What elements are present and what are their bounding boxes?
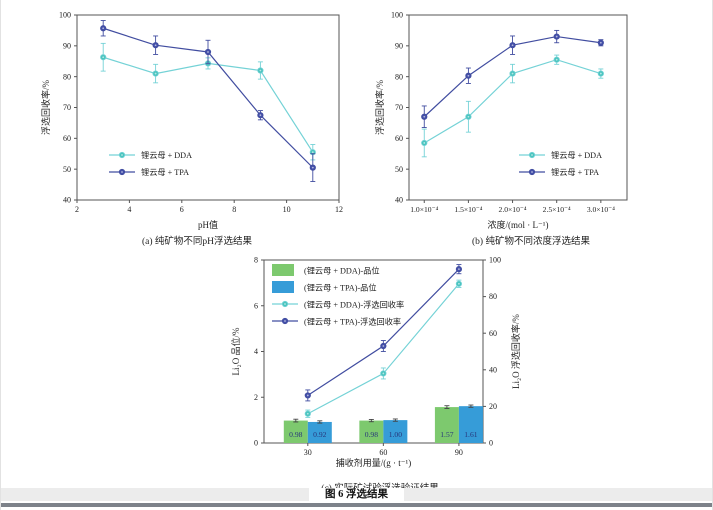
svg-text:40: 40	[395, 196, 403, 205]
svg-text:60: 60	[489, 329, 497, 338]
svg-text:锂云母 + TPA: 锂云母 + TPA	[551, 167, 599, 177]
svg-text:浮选回收率/%: 浮选回收率/%	[40, 79, 51, 135]
svg-text:0.98: 0.98	[289, 430, 302, 439]
svg-text:90: 90	[395, 41, 403, 50]
chart-b-plot: 40 50 60 70 80 90 100 1.0×10⁻⁴ 1.5×10⁻⁴ 2.0×10⁻⁴ 2…	[374, 11, 628, 230]
figure-caption-text: 图 6 浮选结果	[309, 488, 404, 501]
svg-text:10: 10	[283, 205, 291, 214]
svg-text:(锂云母 + TPA)-浮选回收率: (锂云母 + TPA)-浮选回收率	[304, 317, 401, 327]
svg-text:70: 70	[63, 103, 71, 112]
svg-text:2: 2	[75, 205, 79, 214]
svg-text:40: 40	[63, 196, 71, 205]
svg-text:1.57: 1.57	[440, 430, 453, 439]
svg-text:1.61: 1.61	[464, 430, 477, 439]
svg-text:Li₂O 浮选回收率/%: Li₂O 浮选回收率/%	[510, 314, 521, 389]
chart-b-caption: (b) 纯矿物不同浓度浮选结果	[472, 237, 590, 247]
chart-c-dosage-verification: 0 2 4 6 8 0 20 40 60 80 100 30 60 90 捕收剂用量/(g · t⁻¹) Li…	[225, 250, 535, 494]
svg-text:4: 4	[127, 205, 131, 214]
svg-text:浓度/(mol · L⁻¹): 浓度/(mol · L⁻¹)	[488, 219, 549, 230]
svg-text:4: 4	[254, 347, 258, 356]
svg-text:30: 30	[304, 448, 312, 457]
svg-text:Li₂O 品位/%: Li₂O 品位/%	[230, 327, 241, 375]
svg-text:0.92: 0.92	[313, 430, 326, 439]
svg-text:0.98: 0.98	[365, 430, 378, 439]
chart-a-caption: (a) 纯矿物不同pH浮选结果	[141, 237, 253, 247]
svg-text:60: 60	[395, 134, 403, 143]
svg-text:40: 40	[489, 365, 497, 374]
chart-b-concentration-flotation: 40 50 60 70 80 90 100 1.0×10⁻⁴ 1.5×10⁻⁴ 2.0×10⁻⁴ 2…	[371, 6, 691, 247]
svg-text:100: 100	[59, 11, 71, 20]
svg-text:锂云母 + DDA: 锂云母 + DDA	[551, 150, 602, 160]
svg-text:80: 80	[63, 72, 71, 81]
svg-text:20: 20	[489, 402, 497, 411]
svg-text:(锂云母 + DDA)-浮选回收率: (锂云母 + DDA)-浮选回收率	[304, 300, 404, 310]
svg-text:60: 60	[379, 448, 387, 457]
svg-text:6: 6	[254, 301, 258, 310]
svg-text:90: 90	[63, 41, 71, 50]
svg-text:pH值: pH值	[198, 219, 218, 230]
chart-a-ph-flotation: 40 50 60 70 80 90 100 2 4 6 8 10 12 pH值 浮选回收率/% 锂云母 + D…	[37, 6, 357, 247]
svg-text:1.0×10⁻⁴: 1.0×10⁻⁴	[410, 205, 438, 214]
svg-text:锂云母 + TPA: 锂云母 + TPA	[141, 167, 189, 177]
svg-text:90: 90	[455, 448, 463, 457]
svg-text:(锂云母 + DDA)-品位: (锂云母 + DDA)-品位	[304, 266, 380, 276]
svg-text:60: 60	[63, 134, 71, 143]
svg-text:浮选回收率/%: 浮选回收率/%	[374, 79, 385, 135]
svg-text:2.5×10⁻⁴: 2.5×10⁻⁴	[543, 205, 571, 214]
svg-text:1.00: 1.00	[389, 430, 402, 439]
svg-text:100: 100	[391, 11, 403, 20]
svg-text:锂云母 + DDA: 锂云母 + DDA	[141, 150, 192, 160]
svg-text:70: 70	[395, 103, 403, 112]
svg-text:(锂云母 + TPA)-品位: (锂云母 + TPA)-品位	[304, 283, 377, 293]
svg-text:2: 2	[254, 393, 258, 402]
svg-text:3.0×10⁻⁴: 3.0×10⁻⁴	[587, 205, 615, 214]
svg-text:50: 50	[395, 165, 403, 174]
window-bottom-edge	[1, 503, 712, 507]
svg-text:80: 80	[395, 72, 403, 81]
svg-text:8: 8	[232, 205, 236, 214]
svg-text:2.0×10⁻⁴: 2.0×10⁻⁴	[499, 205, 527, 214]
svg-text:80: 80	[489, 292, 497, 301]
svg-text:12: 12	[335, 205, 343, 214]
svg-text:100: 100	[489, 256, 501, 265]
svg-text:捕收剂用量/(g · t⁻¹): 捕收剂用量/(g · t⁻¹)	[336, 457, 411, 468]
svg-text:8: 8	[254, 256, 258, 265]
svg-text:50: 50	[63, 165, 71, 174]
svg-text:0: 0	[489, 439, 493, 448]
svg-text:6: 6	[180, 205, 184, 214]
chart-a-plot: 40 50 60 70 80 90 100 2 4 6 8 10 12 pH值 浮选回收率/% 锂云母 + D…	[40, 11, 343, 230]
svg-text:1.5×10⁻⁴: 1.5×10⁻⁴	[454, 205, 482, 214]
svg-text:0: 0	[254, 439, 258, 448]
figure-caption: 图 6 浮选结果	[1, 486, 712, 501]
